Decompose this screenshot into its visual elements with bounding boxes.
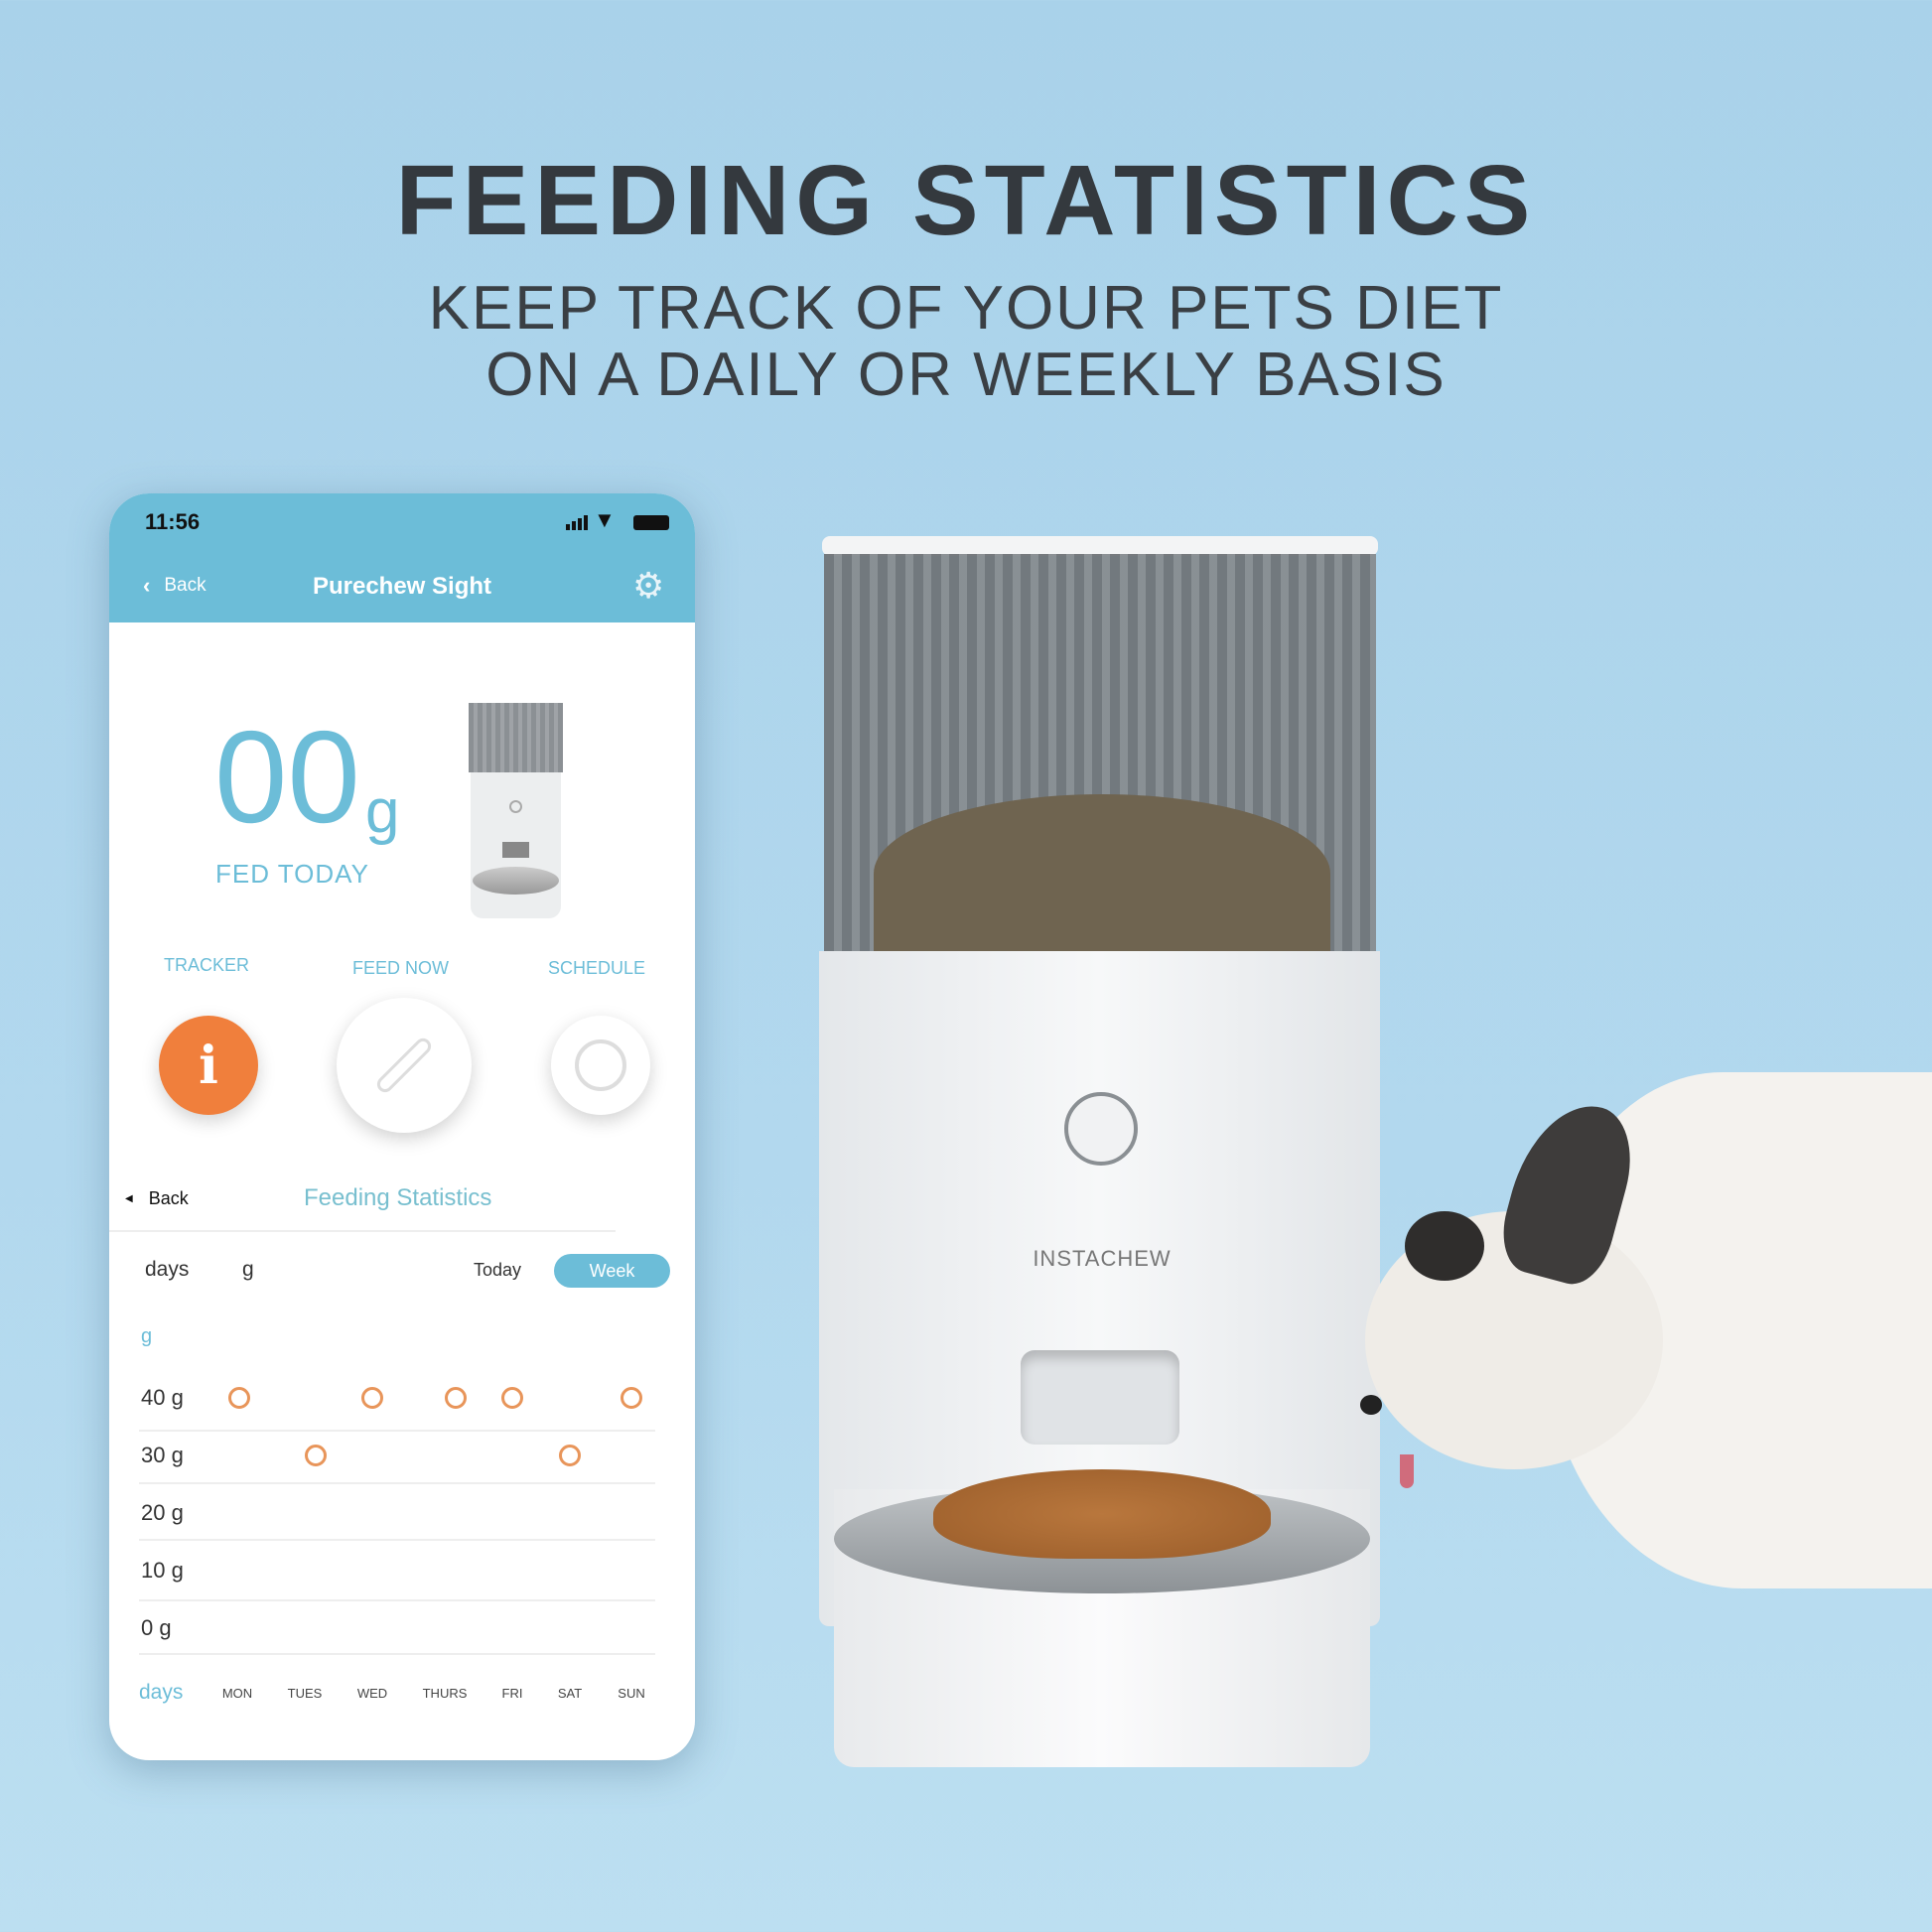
back-button[interactable]: ‹ Back bbox=[143, 573, 207, 599]
tracker-label: TRACKER bbox=[164, 955, 250, 975]
x-axis-label: days bbox=[139, 1681, 184, 1704]
data-point bbox=[501, 1387, 523, 1409]
y-tick-label: 40 g bbox=[141, 1385, 184, 1410]
data-point bbox=[445, 1387, 467, 1409]
x-tick-label: WED bbox=[356, 1686, 388, 1701]
phone-screen: 11:56 ▼ ‹ Back Purechew Sight ⚙ 00 g FED… bbox=[109, 493, 695, 1760]
app-title: Purechew Sight bbox=[312, 573, 492, 600]
feed-now-button[interactable] bbox=[337, 998, 472, 1133]
headline-subtitle-2: ON A DAILY OR WEEKLY BASIS bbox=[485, 341, 1447, 409]
x-tick-label: MON bbox=[221, 1686, 253, 1701]
x-tick-label: FRI bbox=[501, 1686, 523, 1701]
gridline bbox=[139, 1539, 655, 1541]
fed-amount: 00 bbox=[214, 704, 360, 850]
headline-subtitle-1: KEEP TRACK OF YOUR PETS DIET bbox=[428, 274, 1504, 343]
app-header: 11:56 ▼ ‹ Back Purechew Sight ⚙ bbox=[109, 493, 695, 622]
dog-illustration bbox=[1360, 1072, 1932, 1628]
data-point bbox=[228, 1387, 250, 1409]
info-icon: i bbox=[199, 1035, 218, 1096]
schedule-button[interactable] bbox=[551, 1016, 650, 1115]
y-axis-label: g bbox=[141, 1325, 153, 1347]
col-days: days bbox=[145, 1258, 190, 1281]
chevron-left-icon: ‹ bbox=[143, 573, 151, 598]
status-time: 11:56 bbox=[145, 509, 201, 534]
y-tick-label: 20 g bbox=[141, 1500, 184, 1525]
x-tick-label: SUN bbox=[618, 1686, 645, 1701]
feed-now-label: FEED NOW bbox=[352, 958, 449, 978]
y-tick-label: 30 g bbox=[141, 1443, 184, 1467]
timer-icon bbox=[575, 1039, 626, 1091]
gridline bbox=[139, 1430, 655, 1432]
stats-back-button[interactable]: ◀ Back bbox=[125, 1188, 189, 1209]
tab-week-label: Week bbox=[589, 1260, 635, 1281]
tab-week[interactable]: Week bbox=[554, 1254, 670, 1288]
signal-icon bbox=[566, 515, 588, 530]
x-tick-label: SAT bbox=[557, 1686, 583, 1701]
feeder-brand: INSTACHEW bbox=[1033, 1246, 1172, 1271]
y-tick-label: 0 g bbox=[141, 1615, 172, 1640]
feeder-illustration: INSTACHEW bbox=[814, 536, 1385, 1767]
feeder-thumbnail bbox=[469, 703, 563, 918]
data-point bbox=[361, 1387, 383, 1409]
headline-title: FEEDING STATISTICS bbox=[395, 145, 1537, 256]
tracker-button[interactable]: i bbox=[159, 1016, 258, 1115]
x-tick-label: THURS bbox=[422, 1686, 468, 1701]
gridline bbox=[139, 1599, 655, 1601]
divider bbox=[109, 1230, 616, 1232]
y-tick-label: 10 g bbox=[141, 1558, 184, 1583]
feeding-chart: 40 g 30 g 20 g 10 g 0 g MON TUES WED THURS FRI SAT… bbox=[109, 493, 695, 1760]
gridline bbox=[139, 1653, 655, 1655]
tab-today[interactable]: Today bbox=[474, 1260, 522, 1280]
fed-unit: g bbox=[365, 777, 400, 846]
fed-today-label: FED TODAY bbox=[215, 859, 369, 889]
caret-left-icon: ◀ bbox=[125, 1193, 133, 1204]
stats-back-label: Back bbox=[148, 1188, 189, 1208]
wifi-icon: ▼ bbox=[594, 507, 616, 532]
schedule-label: SCHEDULE bbox=[548, 958, 646, 978]
battery-icon bbox=[633, 515, 669, 530]
stats-title: Feeding Statistics bbox=[304, 1184, 492, 1211]
gridline bbox=[139, 1482, 655, 1484]
data-point bbox=[621, 1387, 642, 1409]
data-point bbox=[305, 1445, 327, 1466]
x-tick-label: TUES bbox=[287, 1686, 323, 1701]
back-label: Back bbox=[164, 575, 207, 596]
gear-icon[interactable]: ⚙ bbox=[632, 565, 665, 606]
data-point bbox=[559, 1445, 581, 1466]
col-unit: g bbox=[242, 1258, 254, 1281]
